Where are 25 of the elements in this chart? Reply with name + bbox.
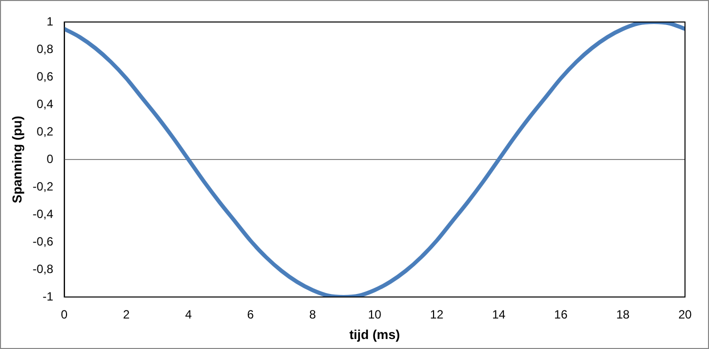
x-tick-label: 10 [368,308,382,322]
y-tick-label: -0,2 [32,179,54,194]
x-tick-label: 4 [185,308,192,322]
y-tick-label: 0 [46,152,54,166]
y-tick-label: 1 [46,14,54,28]
x-tick-label: 2 [123,308,130,322]
x-tick-label: 0 [60,308,68,322]
x-tick-label: 16 [554,308,568,322]
x-tick-label: 20 [678,308,692,322]
x-axis-title: tijd (ms) [349,326,400,342]
y-tick-label: 0,6 [36,69,54,84]
y-tick-label: 0,2 [36,124,54,138]
x-tick-label: 14 [492,308,506,322]
x-tick-label: 18 [616,308,630,322]
y-tick-label: 0,4 [36,96,54,111]
line-series [64,22,685,297]
y-tick-label: -0,8 [32,262,54,276]
y-tick-label: -0,4 [32,206,54,221]
x-tick-label: 6 [247,308,254,322]
x-tick-label: 12 [430,308,444,322]
y-tick-label: -0,6 [32,234,54,248]
y-axis-title: Spanning (pu) [9,116,24,204]
y-tick-label: -1 [42,289,54,304]
y-tick-label: 0,8 [36,42,54,56]
x-tick-label: 8 [309,308,316,322]
